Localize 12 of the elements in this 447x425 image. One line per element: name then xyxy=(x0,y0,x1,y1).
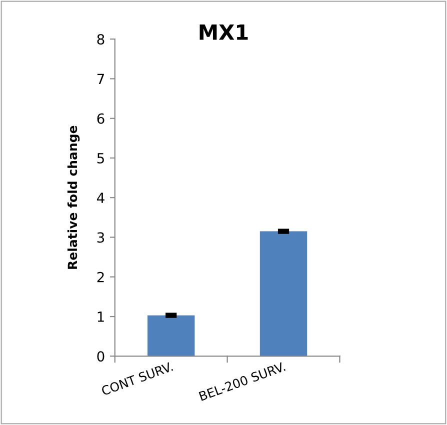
chart-title: MX1 xyxy=(200,24,248,40)
y-tick-label: 8 xyxy=(97,34,104,45)
y-tick-label: 7 xyxy=(97,74,104,84)
y-tick-label: 4 xyxy=(97,192,104,203)
x-tick-label: CONT SURV. xyxy=(100,362,174,396)
y-tick-label: 5 xyxy=(97,153,104,164)
y-tick-label: 0 xyxy=(97,351,104,362)
y-tick-label: 3 xyxy=(97,232,104,243)
y-tick-label: 2 xyxy=(97,272,104,282)
y-axis-title: Relative fold change xyxy=(67,126,80,269)
y-tick-label: 1 xyxy=(98,312,104,322)
y-tick-label: 6 xyxy=(97,113,104,124)
